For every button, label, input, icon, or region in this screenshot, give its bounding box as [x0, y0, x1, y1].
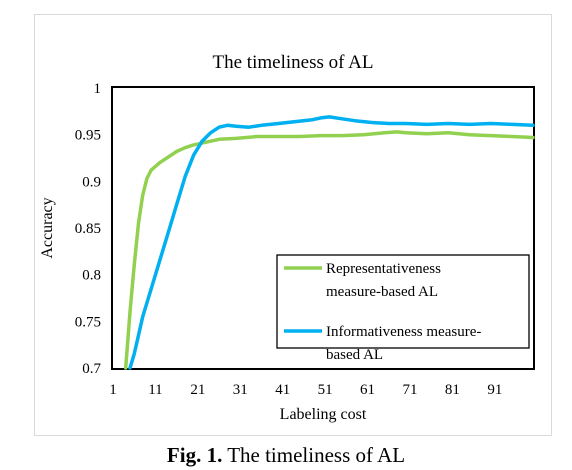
- figure-caption: Fig. 1. The timeliness of AL: [0, 443, 572, 468]
- x-tick-label: 51: [318, 382, 333, 398]
- x-tick-label: 71: [402, 382, 417, 398]
- legend: Representativeness measure-based AL Inform…: [276, 254, 530, 363]
- chart-title: The timeliness of AL: [213, 52, 374, 73]
- x-tick-label: 91: [487, 382, 502, 398]
- y-axis-tick-labels: 0.7 0.75 0.8 0.85 0.9 0.95 1: [75, 81, 102, 377]
- x-tick-label: 1: [109, 382, 117, 398]
- y-tick-label: 0.7: [82, 361, 101, 377]
- y-tick-label: 0.85: [75, 221, 101, 237]
- x-tick-label: 41: [275, 382, 290, 398]
- figure-caption-text: The timeliness of AL: [222, 443, 406, 467]
- legend-label: based AL: [326, 347, 383, 363]
- line-chart: The timeliness of AL 0.70.750.80.850.90.…: [39, 52, 535, 423]
- x-axis-tick-labels: 1 11 21 31 41 51 61 71 81 91: [109, 382, 502, 398]
- y-tick-label: 0.8: [82, 268, 101, 284]
- y-tick-label: 0.95: [75, 128, 101, 144]
- x-tick-label: 81: [445, 382, 460, 398]
- x-axis-label: Labeling cost: [280, 406, 367, 423]
- y-tick-label: 0.75: [75, 314, 101, 330]
- y-tick-label: 1: [94, 81, 102, 97]
- series-line-1: [123, 130, 535, 370]
- x-tick-label: 31: [233, 382, 248, 398]
- figure-caption-label: Fig. 1.: [166, 443, 223, 467]
- y-axis-label: Accuracy: [39, 197, 56, 258]
- legend-label: Representativeness: [326, 261, 441, 277]
- x-tick-label: 21: [190, 382, 205, 398]
- series-lines: [123, 115, 535, 370]
- series-line-2: [128, 115, 535, 370]
- x-tick-label: 11: [148, 382, 162, 398]
- legend-label: measure-based AL: [326, 284, 438, 300]
- chart-frame: The timeliness of AL 0.7 0.75 0.8 0.85 0.9 0.…: [34, 14, 552, 436]
- y-tick-label: 0.9: [82, 174, 101, 190]
- legend-label: Informativeness measure-: [326, 324, 481, 340]
- x-tick-label: 61: [360, 382, 375, 398]
